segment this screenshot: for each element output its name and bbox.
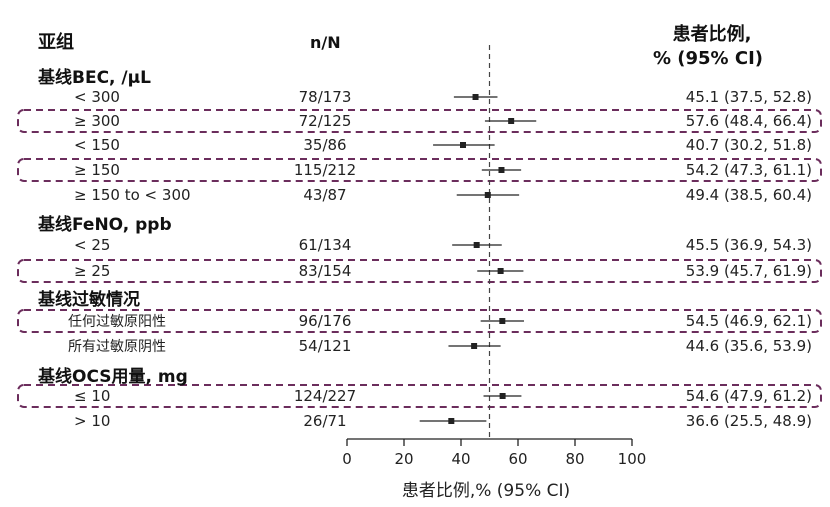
- point-estimate: [471, 343, 478, 349]
- point-estimate: [499, 393, 506, 399]
- point-estimate: [473, 242, 480, 248]
- row-value-text: 54.5 (46.9, 62.1): [686, 312, 812, 330]
- x-tick-label: 60: [508, 450, 527, 468]
- row-value-text: 44.6 (35.6, 53.9): [686, 337, 812, 355]
- highlight-box: [17, 309, 822, 333]
- row-label: ≥ 25: [74, 262, 110, 280]
- row-value-text: 53.9 (45.7, 61.9): [686, 262, 812, 280]
- highlight-box: [17, 109, 822, 133]
- highlight-box: [17, 259, 822, 283]
- row-n-count: 35/86: [303, 136, 346, 154]
- x-tick-label: 0: [342, 450, 352, 468]
- highlight-boxes: [17, 109, 822, 408]
- row-label: < 300: [74, 88, 120, 106]
- row-n-count: 96/176: [299, 312, 352, 330]
- header-n-over-n: n/N: [310, 33, 341, 52]
- row-n-count: 72/125: [299, 112, 352, 130]
- point-estimate: [499, 318, 506, 324]
- x-tick-label: 100: [618, 450, 647, 468]
- highlight-box: [17, 158, 822, 182]
- point-estimate: [459, 142, 466, 148]
- row-label: < 150: [74, 136, 120, 154]
- x-axis: 0 20 40 60 80 100: [342, 438, 647, 468]
- row-n-count: 26/71: [303, 412, 346, 430]
- x-tick-label: 40: [451, 450, 470, 468]
- row-n-count: 54/121: [299, 337, 352, 355]
- point-estimate: [448, 418, 455, 424]
- row-label: > 10: [74, 412, 110, 430]
- row-label: < 25: [74, 236, 110, 254]
- row-value-text: 45.5 (36.9, 54.3): [686, 236, 812, 254]
- group-title: 基线FeNO, ppb: [37, 214, 172, 235]
- row-label: ≥ 150: [74, 161, 120, 179]
- row-n-count: 78/173: [299, 88, 352, 106]
- row-label: 所有过敏原阴性: [68, 339, 166, 355]
- header-percent-line1: 患者比例,: [673, 23, 752, 45]
- point-estimate: [472, 94, 479, 100]
- row-label: ≥ 300: [74, 112, 120, 130]
- x-tick-label: 80: [565, 450, 584, 468]
- highlight-box: [17, 384, 822, 408]
- point-estimate: [498, 167, 505, 173]
- point-estimate: [497, 268, 504, 274]
- forest-rows: 基线BEC, /μL< 300 78/173 45.1 (37.5, 52.8) ≥ …: [37, 67, 812, 430]
- row-value-text: 54.6 (47.9, 61.2): [686, 387, 812, 405]
- x-axis-label: 患者比例,% (95% CI): [402, 481, 570, 501]
- row-value-text: 45.1 (37.5, 52.8): [686, 88, 812, 106]
- row-label: ≥ 150 to < 300: [74, 186, 191, 204]
- point-estimate: [484, 192, 491, 198]
- row-n-count: 83/154: [299, 262, 352, 280]
- x-tick-label: 20: [394, 450, 413, 468]
- row-n-count: 115/212: [294, 161, 356, 179]
- group-title: 基线BEC, /μL: [37, 67, 151, 88]
- point-estimate: [508, 118, 515, 124]
- row-n-count: 61/134: [299, 236, 352, 254]
- row-label: 任何过敏原阳性: [68, 314, 166, 330]
- header-subgroup: 亚组: [38, 31, 74, 53]
- row-value-text: 57.6 (48.4, 66.4): [686, 112, 812, 130]
- row-n-count: 124/227: [294, 387, 356, 405]
- row-n-count: 43/87: [303, 186, 346, 204]
- row-value-text: 54.2 (47.3, 61.1): [686, 161, 812, 179]
- row-label: ≤ 10: [74, 387, 110, 405]
- row-value-text: 49.4 (38.5, 60.4): [686, 186, 812, 204]
- row-value-text: 40.7 (30.2, 51.8): [686, 136, 812, 154]
- group-title: 基线OCS用量, mg: [37, 366, 188, 387]
- group-title: 基线过敏情况: [37, 289, 140, 310]
- row-value-text: 36.6 (25.5, 48.9): [686, 412, 812, 430]
- header-percent-line2: % (95% CI): [653, 48, 763, 69]
